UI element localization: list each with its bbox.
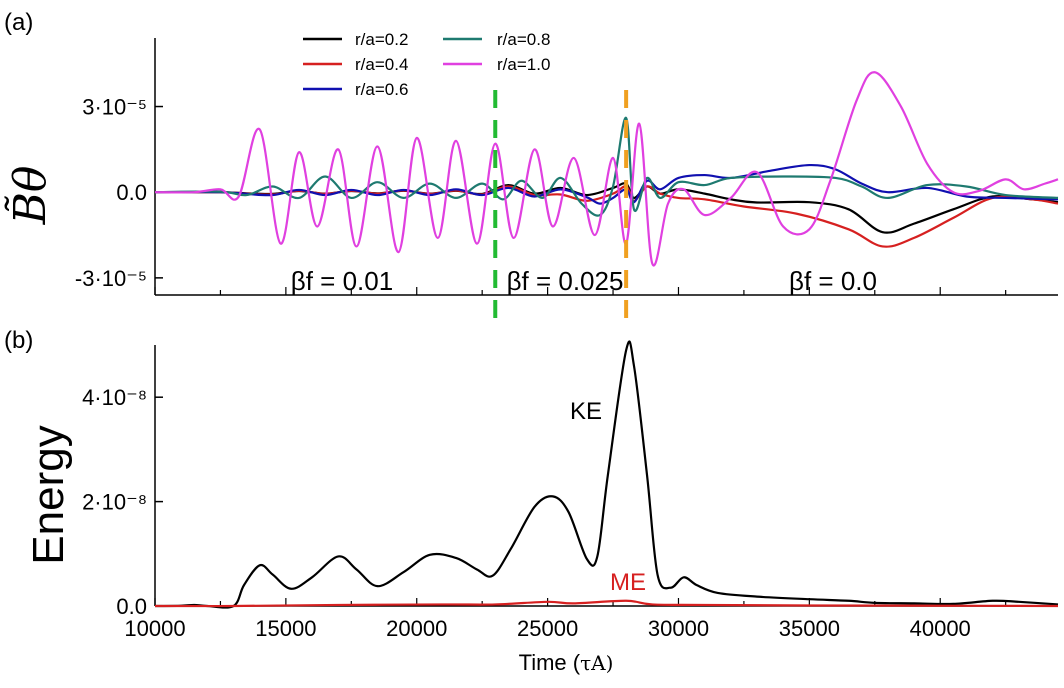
panel-a-ylabel: B̃θ — [3, 166, 56, 226]
panel-b-ytick-label: 4·10⁻⁸ — [82, 385, 147, 410]
panel-a: (a) B̃θ 3·10⁻⁵ 0.0 -3·10⁻⁵ βf = 0.01 βf = … — [3, 9, 1059, 296]
panel-b-ylabel: Energy — [24, 425, 73, 564]
panel-a-ytick-label: 3·10⁻⁵ — [82, 95, 147, 120]
x-axis-title-text: Time ( — [519, 650, 581, 675]
legend-label-r06: r/a=0.6 — [355, 80, 408, 99]
panel-b-label: (b) — [4, 327, 33, 354]
legend-label-r10: r/a=1.0 — [497, 55, 550, 74]
panel-b-ytick-label: 2·10⁻⁸ — [82, 490, 147, 515]
me-annotation: ME — [610, 569, 646, 596]
legend: r/a=0.2 r/a=0.4 r/a=0.6 r/a=0.8 r/a=1.0 — [303, 30, 550, 99]
series-line-ra08 — [154, 116, 1059, 217]
panel-b: (b) Energy 0.0 2·10⁻⁸ 4·10⁻⁸ 10000 15000 200… — [4, 327, 1059, 675]
panel-b-xtick-label: 20000 — [386, 616, 447, 641]
series-line-ra06 — [154, 163, 1059, 205]
panel-b-xtick-label: 25000 — [517, 616, 578, 641]
panel-b-xtick-label: 35000 — [779, 616, 840, 641]
panel-b-xtick-label: 40000 — [910, 616, 971, 641]
legend-label-r02: r/a=0.2 — [355, 30, 408, 49]
beta-annotation-1: βf = 0.01 — [291, 266, 393, 296]
panel-a-yticks: 3·10⁻⁵ 0.0 -3·10⁻⁵ — [75, 95, 163, 291]
panel-a-xticks — [154, 287, 1007, 295]
panel-b-xtick-label: 15000 — [255, 616, 316, 641]
series-line-ra10 — [154, 71, 1059, 267]
panel-b-xtick-label: 30000 — [648, 616, 709, 641]
x-axis-title-unit: τA) — [580, 651, 613, 675]
panel-a-label: (a) — [4, 9, 33, 36]
panel-a-series — [154, 71, 1059, 267]
series-line-ke — [154, 340, 1059, 609]
panel-a-ytick-label: -3·10⁻⁵ — [75, 266, 147, 291]
legend-label-r04: r/a=0.4 — [355, 55, 408, 74]
panel-b-xtick-label: 10000 — [124, 616, 185, 641]
panel-b-yticks: 0.0 2·10⁻⁸ 4·10⁻⁸ — [82, 385, 163, 619]
series-line-ra04 — [154, 185, 1059, 248]
legend-label-r08: r/a=0.8 — [497, 30, 550, 49]
series-line-me — [154, 599, 1059, 608]
panel-b-ytick-label: 0.0 — [116, 594, 147, 619]
regime-markers — [493, 90, 629, 326]
beta-annotation-3: βf = 0.0 — [789, 266, 877, 296]
beta-annotation-2: βf = 0.025 — [507, 266, 624, 296]
panel-a-ytick-label: 0.0 — [116, 180, 147, 205]
ke-annotation: KE — [570, 398, 602, 425]
x-axis-title: Time (τA) — [519, 650, 614, 675]
panel-b-series — [154, 340, 1059, 609]
panel-b-xticks: 10000 15000 20000 25000 30000 35000 40000 — [124, 598, 1007, 641]
